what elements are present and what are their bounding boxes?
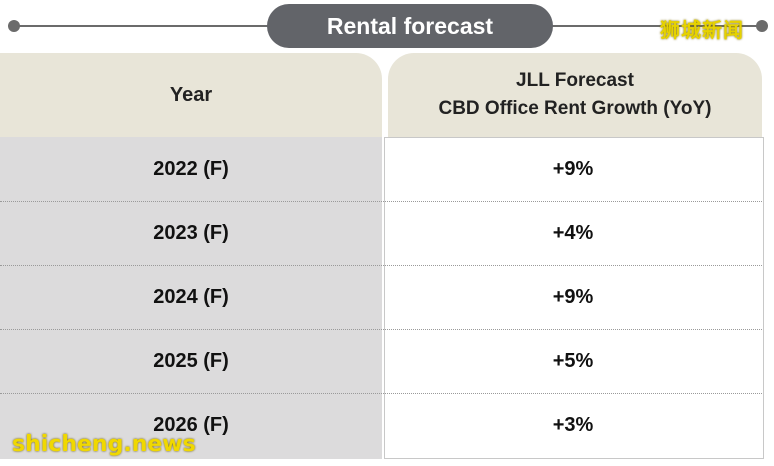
watermark-top: 狮城新闻 [660, 18, 744, 42]
header-year: Year [0, 53, 382, 137]
watermark-bottom: shicheng.news [12, 432, 196, 457]
title-rule-left-dot [8, 20, 20, 32]
header-divider [382, 53, 388, 137]
year-column [0, 137, 382, 459]
row-value: +5% [552, 349, 594, 372]
row-value: +4% [552, 221, 594, 244]
row-year: 2025 (F) [153, 349, 229, 372]
table-row: 2024 (F) +9% [0, 265, 762, 329]
table-row: 2026 (F) +3% [0, 393, 762, 457]
row-separator [0, 329, 762, 330]
table-row: 2022 (F) +9% [0, 137, 762, 201]
table-row: 2023 (F) +4% [0, 201, 762, 265]
value-column [384, 137, 764, 459]
table-row: 2025 (F) +5% [0, 329, 762, 393]
row-value: +9% [552, 157, 594, 180]
title-rule-right-dot [756, 20, 768, 32]
header-year-label: Year [169, 83, 213, 106]
row-year: 2023 (F) [153, 221, 229, 244]
header-forecast-line2: CBD Office Rent Growth (YoY) [438, 98, 712, 119]
row-separator [0, 201, 762, 202]
row-year: 2022 (F) [153, 157, 229, 180]
page-title: Rental forecast [267, 4, 553, 48]
row-value: +9% [552, 285, 594, 308]
row-year: 2026 (F) [153, 413, 229, 436]
row-separator [0, 393, 762, 394]
row-separator [0, 265, 762, 266]
header-forecast: JLL Forecast CBD Office Rent Growth (YoY… [388, 53, 762, 137]
row-value: +3% [552, 413, 594, 436]
header-forecast-line1: JLL Forecast [516, 70, 634, 91]
row-year: 2024 (F) [153, 285, 229, 308]
